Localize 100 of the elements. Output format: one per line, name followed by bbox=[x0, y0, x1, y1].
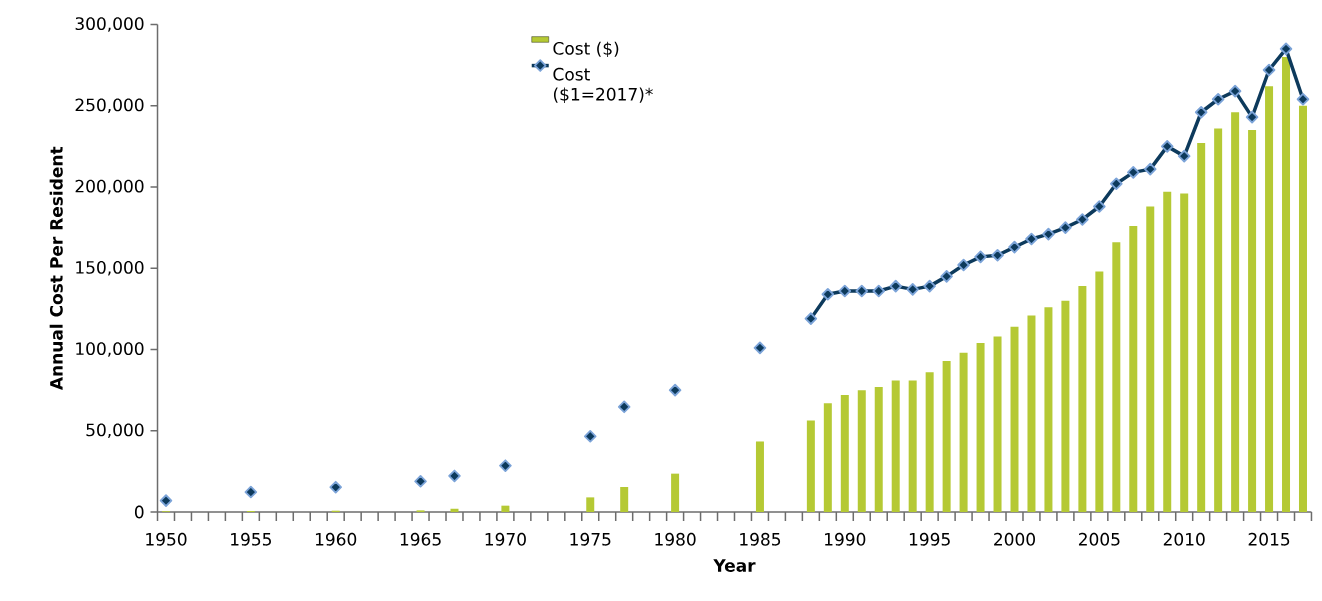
point bbox=[617, 400, 631, 414]
bar bbox=[671, 473, 680, 512]
point bbox=[1093, 200, 1106, 213]
point bbox=[1211, 92, 1225, 106]
x-tick-label: 2000 bbox=[994, 532, 1035, 546]
point bbox=[1059, 221, 1072, 234]
bar bbox=[993, 336, 1002, 512]
point bbox=[583, 430, 597, 443]
bar bbox=[823, 403, 832, 512]
x-tick-label: 1985 bbox=[740, 532, 781, 546]
point bbox=[1245, 110, 1259, 124]
y-tick-label: 300,000 bbox=[75, 17, 144, 32]
y-axis-title: Annual Cost Per Resident bbox=[49, 146, 63, 391]
point bbox=[1008, 240, 1021, 254]
bar bbox=[942, 360, 951, 512]
y-tick-label: 0 bbox=[134, 505, 144, 519]
point bbox=[855, 284, 869, 298]
point bbox=[414, 475, 427, 488]
bar bbox=[1163, 191, 1172, 512]
point bbox=[821, 287, 835, 301]
point bbox=[1160, 140, 1174, 153]
bar bbox=[1248, 130, 1257, 512]
bar bbox=[1214, 128, 1223, 512]
bar bbox=[1078, 286, 1087, 512]
bar bbox=[874, 386, 883, 512]
x-tick-label: 2005 bbox=[1078, 532, 1120, 546]
bar bbox=[908, 380, 917, 512]
point bbox=[499, 459, 512, 472]
bar bbox=[1010, 326, 1019, 512]
bar bbox=[976, 343, 985, 512]
point bbox=[889, 279, 902, 293]
bar bbox=[925, 372, 934, 512]
point bbox=[1025, 232, 1038, 246]
x-tick-label: 1980 bbox=[655, 532, 696, 546]
x-tick-label: 2010 bbox=[1163, 532, 1205, 546]
bar bbox=[1298, 105, 1307, 512]
x-tick-label: 1960 bbox=[315, 532, 357, 546]
point bbox=[906, 283, 919, 296]
bar bbox=[1265, 86, 1274, 512]
bar bbox=[840, 395, 849, 512]
point bbox=[668, 383, 682, 397]
bar bbox=[1180, 193, 1189, 512]
bar bbox=[620, 486, 629, 512]
y-tick-label: 200,000 bbox=[75, 179, 144, 195]
bar bbox=[806, 420, 815, 512]
x-axis-title: Year bbox=[713, 559, 756, 572]
point bbox=[159, 494, 173, 507]
point bbox=[940, 270, 953, 283]
y-tick-label: 50,000 bbox=[86, 423, 144, 439]
y-tick-label: 250,000 bbox=[75, 98, 144, 114]
x-tick-label: 2015 bbox=[1248, 532, 1290, 546]
y-tick-label: 100,000 bbox=[76, 342, 144, 357]
point bbox=[838, 284, 852, 298]
point bbox=[753, 341, 767, 355]
point bbox=[974, 250, 987, 264]
point bbox=[244, 485, 258, 499]
point bbox=[1194, 105, 1208, 119]
x-tick-label: 1990 bbox=[825, 532, 866, 546]
bar bbox=[857, 390, 866, 512]
bar bbox=[586, 497, 595, 512]
x-tick-label: 1975 bbox=[570, 532, 611, 546]
x-tick-label: 1995 bbox=[909, 532, 950, 546]
point bbox=[1279, 42, 1293, 56]
bar bbox=[1282, 57, 1291, 512]
bar bbox=[1044, 307, 1053, 512]
point bbox=[923, 279, 936, 293]
x-tick-label: 1970 bbox=[485, 532, 526, 546]
point bbox=[804, 312, 818, 325]
point bbox=[1262, 63, 1276, 77]
x-tick-label: 1955 bbox=[231, 532, 271, 546]
bar bbox=[1095, 271, 1104, 512]
point bbox=[1143, 162, 1157, 176]
bar bbox=[1129, 226, 1138, 512]
point bbox=[957, 258, 970, 272]
point bbox=[1127, 166, 1140, 179]
x-tick-label: 1950 bbox=[146, 532, 187, 546]
bar bbox=[450, 508, 459, 512]
point bbox=[448, 469, 461, 483]
bar bbox=[1146, 206, 1155, 512]
point bbox=[1110, 177, 1123, 191]
point bbox=[1042, 227, 1055, 241]
point bbox=[1177, 149, 1191, 163]
y-tick-label: 150,000 bbox=[76, 260, 144, 276]
legend-label: Cost ($) bbox=[553, 41, 619, 58]
bar bbox=[1027, 315, 1036, 512]
point bbox=[1076, 213, 1089, 226]
point bbox=[1296, 92, 1310, 106]
bar bbox=[1231, 112, 1240, 512]
bar bbox=[1061, 300, 1070, 512]
point bbox=[872, 284, 886, 298]
legend-label: Cost ($1=2017)* bbox=[553, 67, 653, 103]
bar bbox=[501, 505, 510, 512]
bar bbox=[1197, 143, 1206, 512]
bar bbox=[891, 380, 900, 512]
bar bbox=[755, 441, 764, 512]
point bbox=[1228, 84, 1242, 98]
x-tick-label: 1965 bbox=[400, 532, 441, 546]
point bbox=[991, 248, 1004, 262]
bar bbox=[959, 352, 968, 512]
point bbox=[329, 480, 342, 494]
